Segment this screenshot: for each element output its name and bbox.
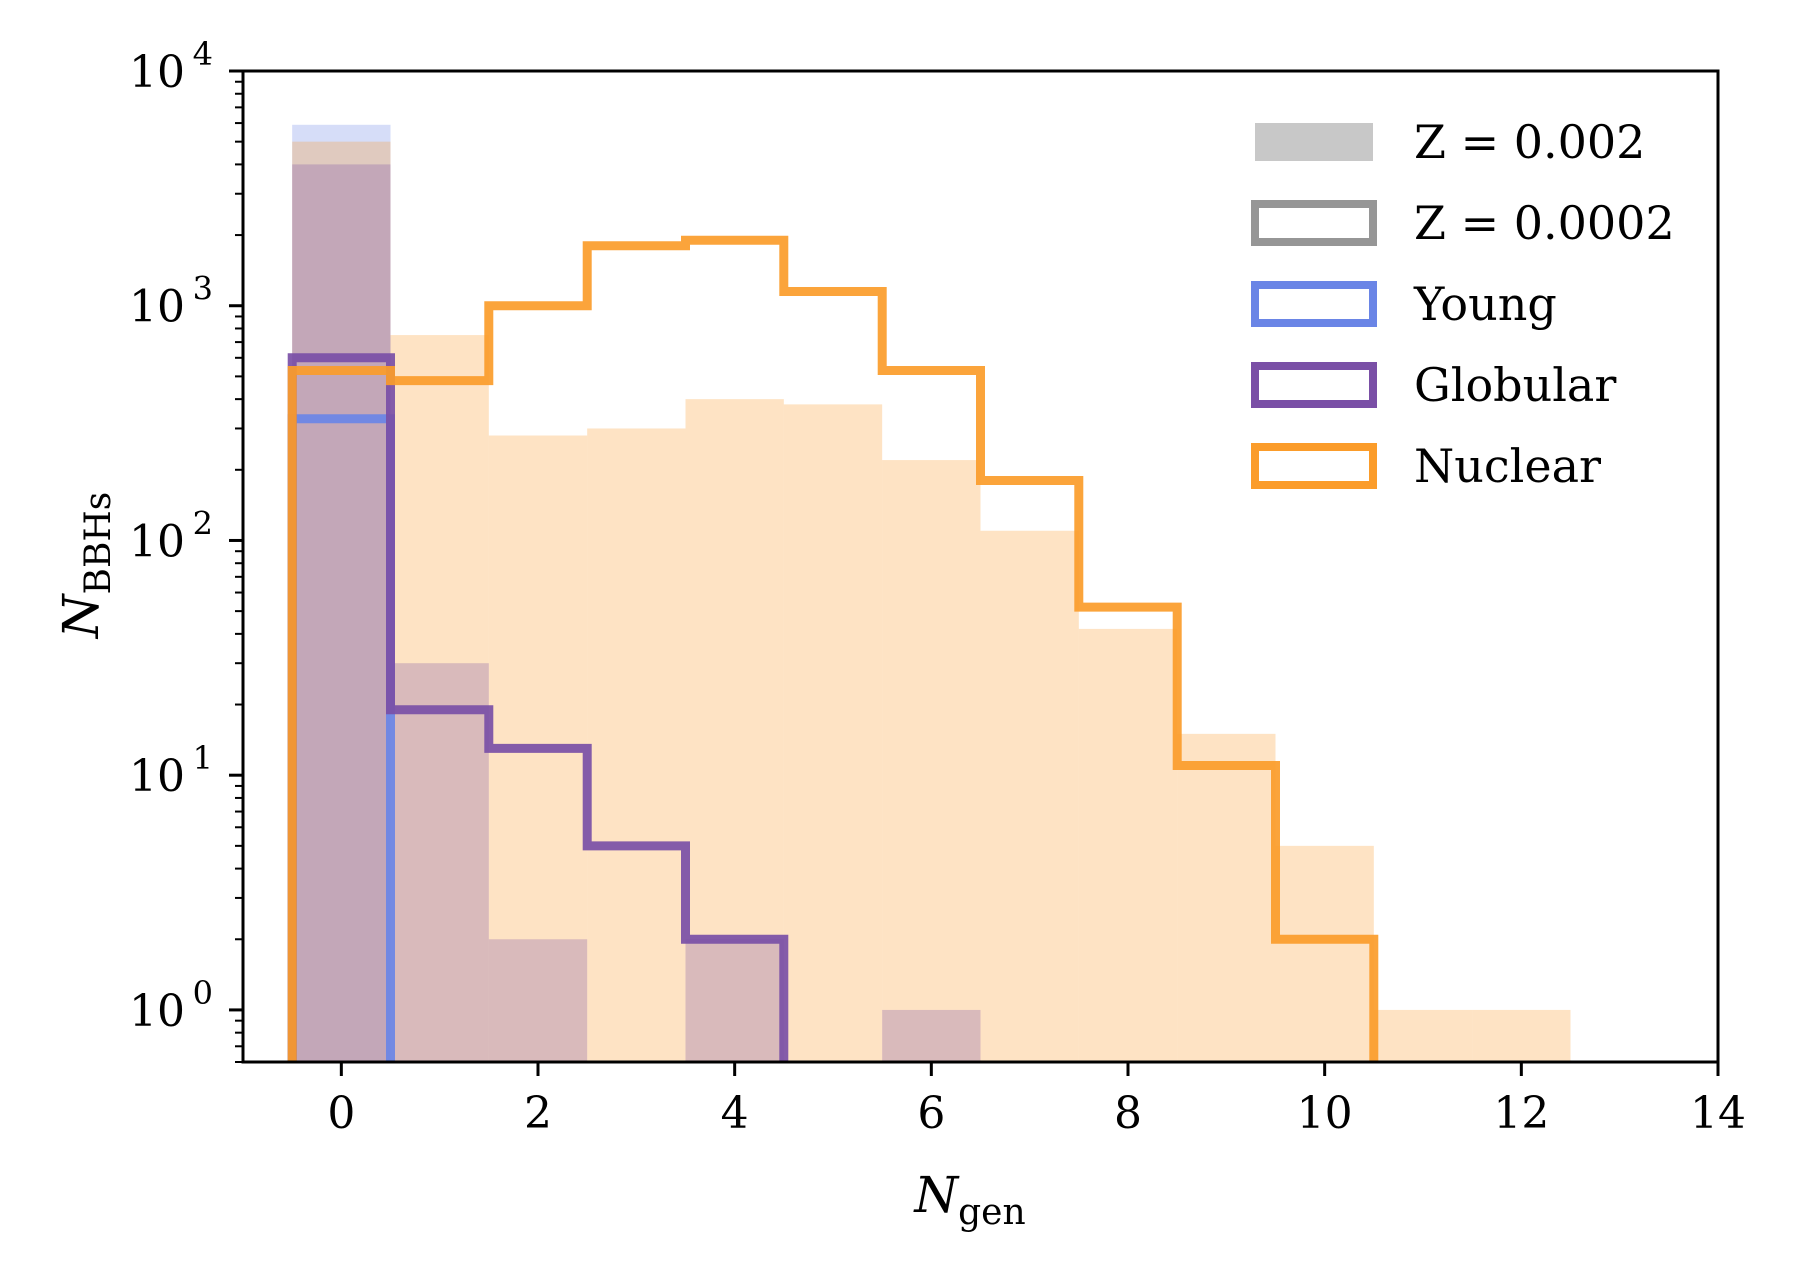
y-tick-label: 10 3 <box>129 270 213 333</box>
x-tick-label: 2 <box>524 1088 552 1139</box>
legend: Z = 0.002 Z = 0.0002 Young Globular Nuclear <box>1251 115 1675 493</box>
bar-nuclear-filled-0 <box>292 141 391 1063</box>
bar-nuclear-filled-4 <box>685 399 784 1062</box>
bar-globular-filled-4 <box>685 939 784 1062</box>
legend-swatch-outline <box>1251 281 1377 327</box>
bar-nuclear-filled-5 <box>783 404 883 1062</box>
y-axis-label: NBBHs <box>52 492 119 640</box>
bar-nuclear-filled-7 <box>980 530 1079 1062</box>
legend-swatch-filled <box>1255 123 1373 161</box>
x-tick-label: 0 <box>327 1088 355 1139</box>
x-tick-label: 6 <box>917 1088 945 1139</box>
step-lines-layer <box>287 235 1379 1062</box>
y-tick-label: 10 0 <box>129 974 213 1037</box>
legend-label: Z = 0.0002 <box>1414 196 1675 250</box>
x-tick-label: 10 <box>1297 1088 1353 1139</box>
legend-label: Globular <box>1414 358 1616 412</box>
plot-frame <box>241 69 1720 1064</box>
bar-nuclear-filled-6 <box>882 460 981 1062</box>
bar-nuclear-filled-12 <box>1472 1009 1571 1062</box>
bar-globular-filled-2 <box>488 939 588 1062</box>
x-tick-label: 14 <box>1690 1088 1746 1139</box>
y-tick-label: 10 4 <box>129 35 213 98</box>
bar-nuclear-filled-10 <box>1275 845 1374 1062</box>
legend-label: Nuclear <box>1414 439 1601 493</box>
bar-nuclear-filled-8 <box>1078 628 1178 1062</box>
x-axis-label: Ngen <box>913 1166 1025 1233</box>
bar-nuclear-filled-1 <box>390 335 489 1062</box>
bar-young-filled-0 <box>292 124 391 1062</box>
legend-swatch-outline <box>1251 362 1377 408</box>
step-line-globular <box>287 353 789 1062</box>
bar-globular-filled-0 <box>292 164 391 1063</box>
legend-swatch-outline <box>1251 443 1377 489</box>
x-tick-label: 8 <box>1114 1088 1142 1139</box>
bar-nuclear-filled-9 <box>1177 733 1276 1062</box>
x-tick-label: 4 <box>721 1088 749 1139</box>
filled-bars-layer <box>292 124 1571 1063</box>
x-tick-label: 12 <box>1493 1088 1549 1139</box>
step-line-nuclear <box>287 235 1379 1062</box>
legend-label: Z = 0.002 <box>1414 115 1645 169</box>
bar-globular-filled-1 <box>390 663 489 1062</box>
legend-swatch-outline <box>1251 200 1377 246</box>
bar-nuclear-filled-11 <box>1373 1009 1473 1062</box>
bar-globular-filled-6 <box>882 1009 981 1062</box>
bar-nuclear-filled-3 <box>587 428 686 1062</box>
legend-label: Young <box>1413 277 1557 331</box>
y-tick-label: 10 2 <box>129 504 213 567</box>
y-tick-label: 10 1 <box>129 739 213 802</box>
